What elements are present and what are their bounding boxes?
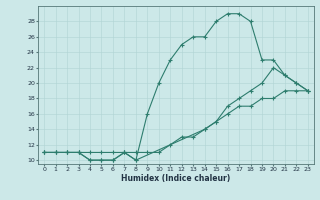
X-axis label: Humidex (Indice chaleur): Humidex (Indice chaleur) — [121, 174, 231, 183]
